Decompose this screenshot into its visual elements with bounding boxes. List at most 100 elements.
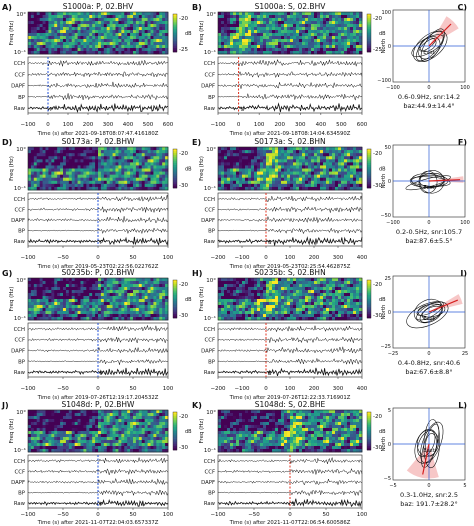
spectrogram-cell (28, 177, 32, 182)
spectrogram-cell (115, 174, 119, 179)
spectrogram-cell (156, 278, 160, 282)
spectrogram-cell (159, 302, 163, 306)
spectrogram-cell (48, 36, 52, 40)
spectrogram-cell (95, 150, 99, 154)
spectrogram-cell (308, 156, 312, 160)
spectrogram-cell (305, 39, 309, 43)
spectrogram-cell (236, 162, 240, 166)
spectrogram-cell (86, 153, 90, 157)
spectrogram-cell (320, 299, 324, 303)
spectrogram-cell (100, 422, 105, 426)
spectrogram-cell (74, 171, 78, 176)
spectrogram-cell (221, 314, 225, 318)
spectrogram-cell (305, 174, 309, 179)
spectrogram-cell (260, 290, 264, 294)
spectrogram-cell (121, 311, 125, 315)
spectrogram-cell (284, 314, 288, 318)
spectrogram-cell (60, 287, 64, 291)
spectrogram-cell (133, 413, 137, 417)
spectrogram-cell (323, 147, 327, 151)
spectrogram-cell (65, 428, 70, 432)
trace-label: Raw (14, 106, 26, 112)
spectrogram-cell (350, 39, 354, 43)
spectrogram-cell (224, 302, 228, 306)
spectrogram-cell (54, 183, 58, 188)
spectrogram-cell (353, 317, 357, 321)
spectrogram-cell (257, 317, 261, 321)
spectrogram-cell (293, 42, 297, 46)
spectrogram-cell (98, 308, 102, 312)
spectrogram-cell (54, 299, 58, 303)
spectrogram-cell (89, 27, 93, 31)
spectrogram-cell (359, 299, 363, 303)
spectrogram-cell (144, 21, 148, 25)
spectrogram-cell (233, 287, 237, 291)
spectrogram-cell (45, 446, 49, 450)
spectrogram-cell (54, 413, 58, 417)
spectrogram-cell (42, 174, 46, 179)
spectrogram-cell (266, 150, 270, 154)
spectrogram-cell (233, 317, 237, 321)
spectrogram-cell (266, 287, 270, 291)
spectrogram-cell (353, 299, 357, 303)
spectrogram-cell (60, 281, 64, 285)
spectrogram-cell (45, 293, 49, 297)
spectrogram-cell (147, 284, 151, 288)
spectrogram-cell (269, 162, 273, 166)
spectrogram-cell (284, 183, 288, 188)
time-axis-label: Time (s) after 2019-07-26T12:19:17.20453… (37, 395, 159, 401)
spectrogram-cell (92, 302, 96, 306)
spectrogram-cell (251, 278, 255, 282)
spectrogram-cell (281, 12, 285, 16)
spectrogram-cell (242, 174, 246, 179)
spectrogram-cell (233, 18, 237, 22)
spectrogram-cell (48, 410, 52, 414)
spectrogram-cell (45, 48, 49, 52)
spectrogram-cell (221, 39, 225, 43)
spectrogram-cell (60, 428, 64, 432)
spectrogram-cell (100, 290, 105, 294)
spectrogram-cell (98, 18, 102, 22)
spectrogram-cell (144, 153, 148, 157)
spectrogram-cell (296, 156, 300, 160)
spectrogram-cell (305, 45, 309, 49)
spectrogram-cell (77, 305, 81, 309)
spectrogram-cell (329, 153, 333, 157)
spectrogram-cell (242, 48, 246, 52)
spectrogram-cell (80, 416, 84, 420)
spectrogram-cell (89, 147, 93, 151)
spectrogram-cell (103, 171, 108, 176)
spectrogram-cell (92, 305, 96, 309)
spectrogram-cell (42, 42, 46, 46)
spectrogram-cell (68, 156, 73, 160)
spectrogram-cell (287, 150, 291, 154)
spectrogram-cell (153, 159, 157, 163)
spectrogram-cell (332, 15, 336, 19)
spectrogram-cell (133, 183, 137, 188)
spectrogram-cell (135, 174, 140, 179)
spectrogram-cell (98, 36, 102, 40)
polarization-annotation: 0.6-0.9Hz, snr:14.2 (398, 93, 460, 101)
spectrogram-cell (48, 317, 52, 321)
spectrogram-cell (359, 147, 363, 151)
x-tick-label: 100 (285, 255, 296, 261)
spectrogram-cell (133, 299, 137, 303)
spectrogram-cell (329, 45, 333, 49)
x-tick-label: 0 (96, 386, 100, 392)
spectrogram-cell (74, 422, 78, 426)
spectrogram-cell (71, 48, 76, 52)
spectrogram-cell (115, 311, 119, 315)
spectrogram-cell (106, 440, 111, 444)
spectrogram-cell (245, 27, 249, 31)
spectrogram-cell (92, 308, 96, 312)
spectrogram-cell (341, 165, 345, 169)
spectrogram-cell (347, 290, 351, 294)
spectrogram-cell (326, 296, 330, 300)
colorbar-step (173, 287, 177, 290)
spectrogram-cell (320, 24, 324, 28)
spectrogram-cell (36, 440, 41, 444)
spectrogram-cell (242, 317, 246, 321)
spectrogram-cell (224, 186, 228, 191)
spectrogram-cell (311, 305, 315, 309)
